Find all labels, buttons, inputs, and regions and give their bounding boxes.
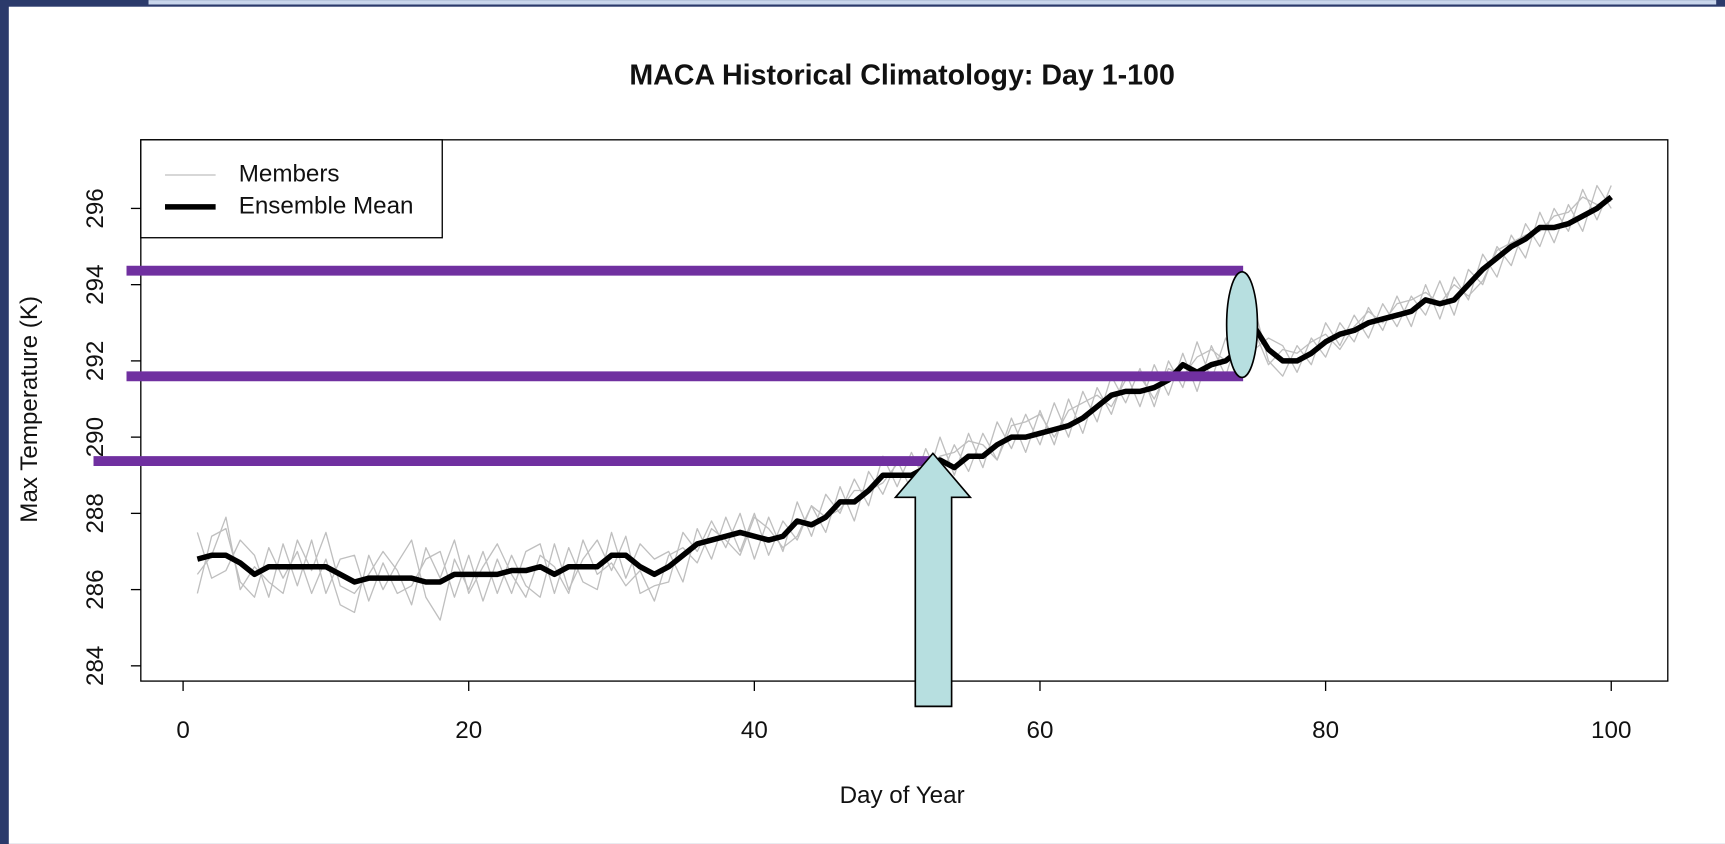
y-tick-label: 288: [82, 493, 109, 533]
legend-box: [140, 139, 443, 239]
y-tick-label: 292: [82, 341, 109, 381]
y-tick-label: 284: [82, 646, 109, 686]
legend-label: Members: [239, 160, 340, 187]
x-tick-label: 0: [176, 717, 189, 744]
y-tick-label: 290: [82, 417, 109, 457]
chart-title: MACA Historical Climatology: Day 1-100: [629, 60, 1175, 92]
x-tick-label: 40: [741, 717, 768, 744]
x-axis-label: Day of Year: [840, 782, 965, 809]
header-bar: [148, 0, 1717, 5]
highlight-arrow: [893, 452, 973, 708]
highlight-ellipse: [1225, 271, 1259, 379]
x-tick-label: 20: [455, 717, 482, 744]
annotations: [93, 265, 1259, 708]
x-tick-label: 60: [1027, 717, 1054, 744]
y-tick-label: 286: [82, 569, 109, 609]
y-axis-label: Max Temperature (K): [16, 296, 43, 523]
x-tick-label: 100: [1591, 717, 1631, 744]
mean-line: [196, 194, 1613, 585]
y-tick-label: 296: [82, 188, 109, 228]
y-tick-label: 294: [82, 264, 109, 304]
legend: Members Ensemble Mean: [140, 139, 443, 239]
plot-frame: [140, 139, 1669, 682]
legend-label: Ensemble Mean: [239, 192, 414, 219]
x-tick-label: 80: [1312, 717, 1339, 744]
chart-background: [8, 6, 1725, 844]
